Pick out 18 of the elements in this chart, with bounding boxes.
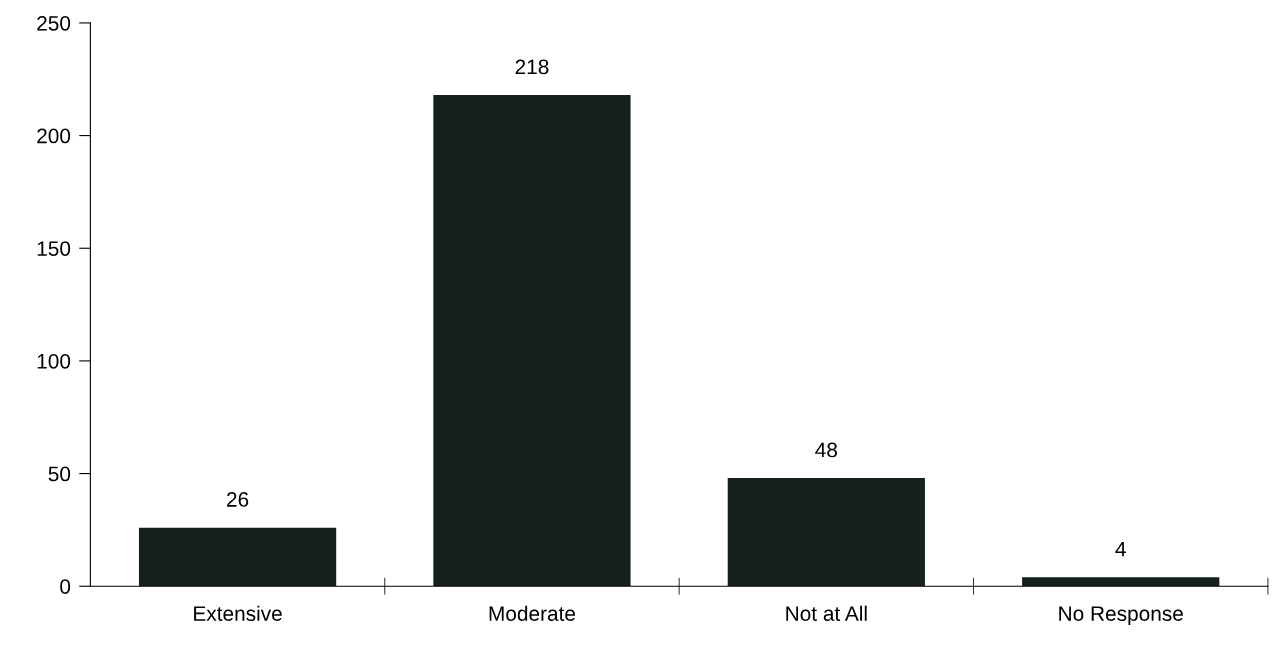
bar	[433, 95, 631, 587]
y-tick-label: 0	[60, 579, 71, 594]
data-label: 218	[515, 59, 549, 75]
y-tick-label: 200	[37, 128, 71, 144]
y-tick-label: 50	[48, 466, 71, 482]
x-tick-label: Not at All	[786, 605, 867, 621]
y-tick-label: 150	[37, 241, 71, 256]
x-tick-label: No Response	[1059, 606, 1183, 626]
bar	[1022, 577, 1220, 587]
bar	[138, 527, 337, 587]
data-label: 4	[1115, 541, 1126, 557]
y-tick-label: 250	[37, 15, 71, 31]
data-label: 48	[815, 442, 838, 458]
data-label: 26	[227, 492, 249, 507]
y-tick-label: 100	[37, 353, 71, 369]
x-tick-label: Moderate	[489, 605, 576, 621]
x-tick-label: Extensive	[194, 605, 282, 621]
bar	[727, 478, 925, 587]
